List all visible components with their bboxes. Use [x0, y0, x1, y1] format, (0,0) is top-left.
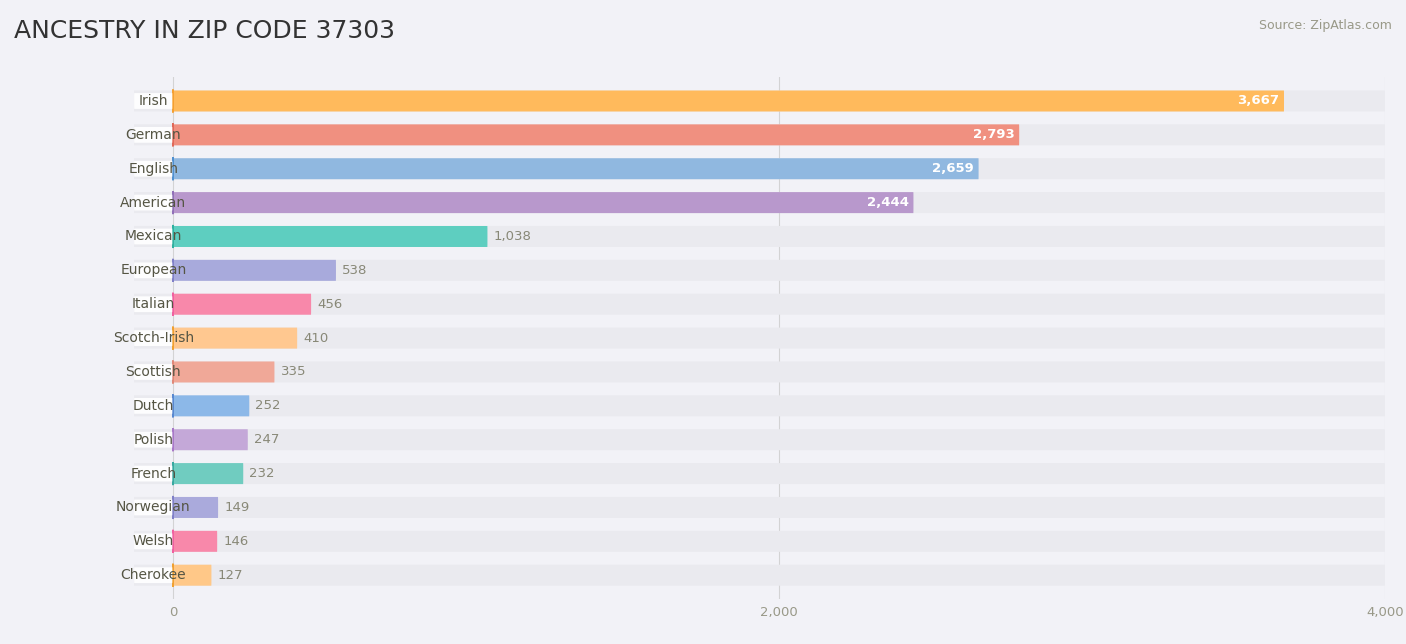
Text: Dutch: Dutch: [132, 399, 174, 413]
FancyBboxPatch shape: [134, 124, 1385, 146]
Text: Scotch-Irish: Scotch-Irish: [112, 331, 194, 345]
Text: Cherokee: Cherokee: [121, 568, 186, 582]
FancyBboxPatch shape: [134, 330, 173, 346]
Text: 1,038: 1,038: [494, 230, 531, 243]
FancyBboxPatch shape: [173, 328, 297, 348]
Text: 2,444: 2,444: [868, 196, 908, 209]
FancyBboxPatch shape: [134, 161, 173, 176]
FancyBboxPatch shape: [134, 296, 173, 312]
FancyBboxPatch shape: [134, 466, 173, 482]
Text: American: American: [120, 196, 187, 209]
Text: Irish: Irish: [139, 94, 167, 108]
FancyBboxPatch shape: [134, 229, 173, 244]
FancyBboxPatch shape: [173, 531, 217, 552]
FancyBboxPatch shape: [134, 194, 173, 211]
FancyBboxPatch shape: [134, 567, 173, 583]
FancyBboxPatch shape: [134, 260, 1385, 281]
Text: English: English: [128, 162, 179, 176]
Text: Mexican: Mexican: [125, 229, 181, 243]
FancyBboxPatch shape: [134, 398, 173, 413]
Text: 2,793: 2,793: [973, 128, 1015, 142]
Text: Polish: Polish: [134, 433, 173, 447]
FancyBboxPatch shape: [134, 226, 1385, 247]
FancyBboxPatch shape: [134, 463, 1385, 484]
Text: European: European: [120, 263, 187, 278]
FancyBboxPatch shape: [134, 497, 1385, 518]
Text: 410: 410: [304, 332, 329, 345]
FancyBboxPatch shape: [134, 127, 173, 143]
FancyBboxPatch shape: [134, 328, 1385, 348]
FancyBboxPatch shape: [173, 226, 488, 247]
Text: 2,659: 2,659: [932, 162, 974, 175]
FancyBboxPatch shape: [173, 91, 1284, 111]
Text: 149: 149: [224, 501, 249, 514]
Text: 456: 456: [318, 298, 343, 310]
FancyBboxPatch shape: [134, 429, 1385, 450]
FancyBboxPatch shape: [134, 361, 1385, 383]
FancyBboxPatch shape: [134, 91, 1385, 111]
Text: ANCESTRY IN ZIP CODE 37303: ANCESTRY IN ZIP CODE 37303: [14, 19, 395, 43]
FancyBboxPatch shape: [134, 533, 173, 549]
Text: Scottish: Scottish: [125, 365, 181, 379]
FancyBboxPatch shape: [134, 263, 173, 278]
FancyBboxPatch shape: [134, 432, 173, 448]
Text: 146: 146: [224, 535, 249, 548]
Text: German: German: [125, 128, 181, 142]
Text: Norwegian: Norwegian: [115, 500, 191, 515]
FancyBboxPatch shape: [173, 463, 243, 484]
FancyBboxPatch shape: [134, 93, 173, 109]
FancyBboxPatch shape: [134, 395, 1385, 416]
FancyBboxPatch shape: [134, 158, 1385, 179]
FancyBboxPatch shape: [134, 500, 173, 515]
Text: 335: 335: [281, 366, 307, 379]
FancyBboxPatch shape: [173, 192, 914, 213]
FancyBboxPatch shape: [173, 361, 274, 383]
FancyBboxPatch shape: [173, 395, 249, 416]
Text: Welsh: Welsh: [132, 535, 174, 548]
Text: French: French: [131, 467, 176, 480]
Text: 3,667: 3,667: [1237, 95, 1279, 108]
FancyBboxPatch shape: [173, 158, 979, 179]
FancyBboxPatch shape: [134, 294, 1385, 315]
FancyBboxPatch shape: [173, 429, 247, 450]
FancyBboxPatch shape: [173, 124, 1019, 146]
Text: 538: 538: [342, 264, 367, 277]
FancyBboxPatch shape: [134, 565, 1385, 585]
Text: 247: 247: [254, 433, 280, 446]
FancyBboxPatch shape: [134, 192, 1385, 213]
Text: Source: ZipAtlas.com: Source: ZipAtlas.com: [1258, 19, 1392, 32]
Text: 127: 127: [218, 569, 243, 582]
FancyBboxPatch shape: [173, 294, 311, 315]
Text: 252: 252: [256, 399, 281, 412]
FancyBboxPatch shape: [173, 565, 211, 585]
Text: 232: 232: [249, 467, 274, 480]
FancyBboxPatch shape: [173, 497, 218, 518]
FancyBboxPatch shape: [173, 260, 336, 281]
Text: Italian: Italian: [132, 298, 174, 311]
FancyBboxPatch shape: [134, 531, 1385, 552]
FancyBboxPatch shape: [134, 364, 173, 380]
